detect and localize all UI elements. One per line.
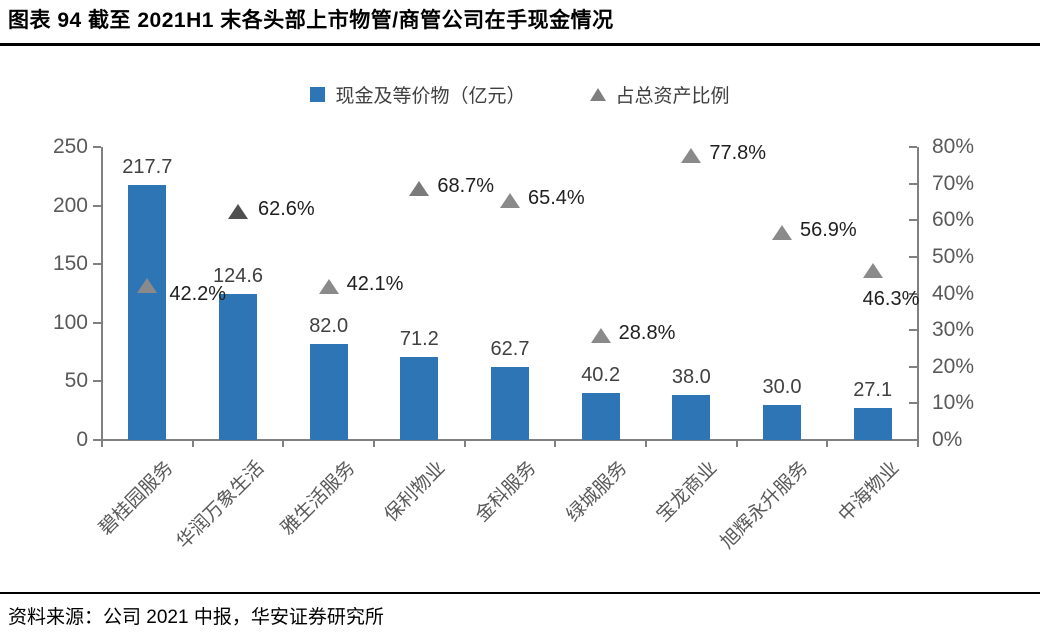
x-axis-tick bbox=[554, 440, 557, 447]
y-axis-label-right: 40% bbox=[932, 281, 975, 305]
y-axis-tick-right bbox=[909, 439, 917, 441]
bar bbox=[853, 408, 892, 440]
y-axis-tick-left bbox=[93, 146, 101, 148]
figure-title: 图表 94 截至 2021H1 末各头部上市物管/商管公司在手现金情况 bbox=[8, 9, 614, 32]
bar bbox=[581, 392, 620, 440]
ratio-triangle-marker bbox=[228, 203, 248, 219]
bar bbox=[491, 366, 529, 440]
ratio-triangle-marker bbox=[409, 181, 430, 197]
ratio-value-label: 62.6% bbox=[258, 197, 315, 220]
bar bbox=[672, 395, 711, 440]
bar bbox=[400, 356, 439, 440]
ratio-triangle-marker bbox=[590, 327, 611, 343]
y-axis-label-right: 0% bbox=[932, 428, 963, 451]
legend-label-ratio: 占总资产比例 bbox=[615, 86, 730, 107]
y-axis-label-right: 80% bbox=[932, 135, 975, 158]
x-axis-tick bbox=[917, 440, 919, 447]
ratio-value-label: 68.7% bbox=[437, 175, 495, 198]
left-axis-line bbox=[101, 147, 103, 440]
bar-value-label: 82.0 bbox=[309, 314, 349, 337]
bar-value-label: 62.7 bbox=[490, 337, 530, 360]
bar-value-label: 124.6 bbox=[212, 264, 264, 287]
y-axis-label-right: 20% bbox=[932, 354, 975, 378]
source-note: 资料来源：公司 2021 中报，华安证券研究所 bbox=[8, 607, 384, 628]
ratio-triangle-marker bbox=[137, 278, 158, 294]
y-axis-tick-right bbox=[909, 182, 917, 185]
x-axis-line bbox=[101, 439, 919, 441]
y-axis-label-right: 70% bbox=[932, 171, 975, 195]
bar bbox=[219, 293, 257, 440]
y-axis-tick-right bbox=[909, 292, 917, 295]
y-axis-tick-left bbox=[93, 380, 101, 383]
y-axis-tick-right bbox=[909, 365, 917, 368]
bar bbox=[309, 343, 348, 440]
y-axis-label-left: 50 bbox=[64, 369, 88, 393]
bar-value-label: 30.0 bbox=[762, 375, 802, 398]
source-divider bbox=[0, 592, 1040, 594]
triangle-marker-icon bbox=[589, 88, 606, 101]
x-axis-tick bbox=[645, 440, 647, 447]
bar-value-label: 27.1 bbox=[853, 379, 893, 402]
bar bbox=[763, 404, 801, 440]
ratio-triangle-marker bbox=[500, 193, 520, 209]
x-axis-tick bbox=[101, 440, 103, 447]
ratio-value-label: 65.4% bbox=[528, 187, 585, 210]
ratio-triangle-marker bbox=[862, 263, 883, 279]
ratio-value-label: 56.9% bbox=[800, 218, 857, 241]
y-axis-label-right: 50% bbox=[932, 244, 975, 268]
legend-label-cash: 现金及等价物（亿元） bbox=[335, 86, 526, 107]
y-axis-label-right: 30% bbox=[932, 318, 975, 342]
legend-item-cash: 现金及等价物（亿元） bbox=[310, 81, 526, 108]
ratio-value-label: 77.8% bbox=[709, 142, 767, 165]
chart-legend: 现金及等价物（亿元） 占总资产比例 bbox=[0, 81, 1040, 108]
ratio-triangle-marker bbox=[318, 278, 339, 294]
legend-item-ratio: 占总资产比例 bbox=[589, 81, 730, 108]
bar-value-label: 71.2 bbox=[399, 327, 439, 350]
x-axis-tick bbox=[373, 440, 375, 447]
y-axis-label-left: 200 bbox=[52, 193, 88, 217]
x-axis-tick bbox=[282, 440, 285, 447]
ratio-value-label: 42.1% bbox=[346, 272, 404, 295]
ratio-value-label: 42.2% bbox=[169, 283, 227, 306]
y-axis-tick-left bbox=[93, 439, 101, 441]
y-axis-label-left: 150 bbox=[52, 252, 88, 276]
y-axis-tick-left bbox=[93, 263, 101, 266]
ratio-triangle-marker bbox=[772, 224, 792, 240]
title-divider bbox=[0, 43, 1040, 46]
ratio-triangle-marker bbox=[681, 148, 702, 164]
y-axis-tick-right bbox=[909, 219, 917, 222]
x-axis-tick bbox=[826, 440, 829, 447]
bar-value-label: 217.7 bbox=[122, 155, 173, 178]
y-axis-tick-right bbox=[909, 329, 917, 332]
ratio-value-label: 28.8% bbox=[618, 321, 676, 344]
x-axis-tick bbox=[191, 440, 194, 447]
ratio-value-label: 46.3% bbox=[862, 288, 920, 311]
y-axis-tick-right bbox=[909, 402, 917, 405]
y-axis-tick-left bbox=[93, 204, 101, 207]
y-axis-tick-right bbox=[909, 255, 917, 258]
y-axis-label-right: 10% bbox=[932, 391, 975, 415]
square-marker-icon bbox=[310, 87, 326, 102]
x-axis-tick bbox=[463, 440, 466, 447]
y-axis-tick-right bbox=[909, 146, 917, 148]
y-axis-label-left: 100 bbox=[52, 310, 88, 334]
bar-value-label: 38.0 bbox=[671, 366, 711, 389]
bar-value-label: 40.2 bbox=[581, 363, 621, 386]
right-axis-line bbox=[917, 147, 919, 440]
y-axis-label-left: 0 bbox=[76, 428, 88, 451]
y-axis-label-right: 60% bbox=[932, 208, 975, 232]
y-axis-tick-left bbox=[93, 321, 101, 324]
y-axis-label-left: 250 bbox=[52, 135, 88, 158]
bar bbox=[128, 184, 167, 440]
x-axis-tick bbox=[735, 440, 738, 447]
